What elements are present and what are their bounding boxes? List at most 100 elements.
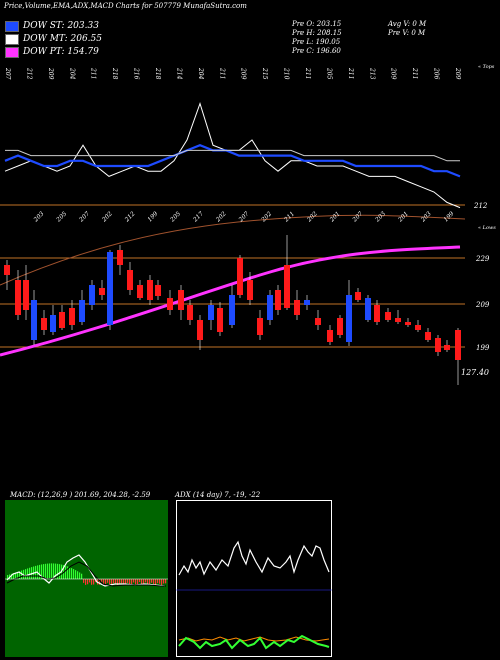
candle-body — [385, 312, 391, 320]
macd-hist-bar — [65, 565, 67, 579]
candle-body — [435, 338, 441, 352]
macd-hist-bar — [47, 563, 49, 579]
candle-body — [117, 250, 123, 265]
candle-body — [395, 318, 401, 322]
ema-lines — [4, 102, 461, 209]
bottom-label: 205 — [168, 210, 182, 224]
legend-swatch-pt — [5, 46, 19, 58]
macd-line — [6, 554, 166, 587]
level-label-229: 229 — [475, 255, 490, 263]
adx-plus-di — [178, 634, 330, 650]
top-labels: 207 212 209 204 211 218 216 218 214 204 211 209 215 2… — [4, 67, 461, 80]
macd-hist-bar — [85, 579, 87, 585]
top-label: 209 — [47, 67, 54, 80]
candle-body — [107, 252, 113, 325]
macd-hist-bar — [71, 568, 73, 579]
bottom-labels: 203 205 207 202 212 199 205 217 202 207 202 211 202 2… — [32, 210, 456, 224]
top-label: 211 — [304, 67, 311, 79]
candle-body — [294, 300, 300, 315]
macd-hist-bar — [127, 579, 129, 583]
macd-hist-bar — [101, 579, 103, 583]
top-label: 211 — [411, 67, 418, 79]
top-label: 209 — [390, 67, 397, 80]
legend-dow-st: DOW ST: 203.33 — [5, 20, 99, 32]
bottom-label: 203 — [419, 210, 433, 224]
macd-hist-bar — [149, 579, 151, 585]
candle-body — [15, 280, 21, 315]
candle-body — [127, 270, 133, 290]
candle-body — [31, 300, 37, 340]
legend-label-st: DOW ST: 203.33 — [23, 21, 99, 31]
macd-hist-bar — [119, 579, 121, 584]
candle-body — [405, 322, 411, 325]
macd-hist-bar — [57, 563, 59, 579]
macd-hist-bar — [107, 579, 109, 583]
candle-body — [197, 320, 203, 340]
candle-body — [284, 265, 290, 308]
bottom-label: 203 — [32, 210, 46, 224]
macd-hist-bar — [87, 579, 89, 585]
top-label: 214 — [175, 67, 182, 80]
macd-hist-bar — [159, 579, 161, 584]
macd-hist-bar — [15, 572, 17, 579]
top-label: 209 — [240, 67, 247, 80]
top-label: 204 — [68, 67, 75, 80]
bottom-label: 199 — [442, 210, 455, 223]
macd-hist-bar — [161, 579, 163, 585]
ohlc-high: Pre H: 208.15 — [292, 29, 342, 37]
candle-body — [208, 305, 214, 320]
candle-body — [415, 325, 421, 330]
macd-hist-bar — [45, 563, 47, 579]
bottom-label: 201 — [328, 210, 342, 224]
candle-body — [187, 305, 193, 320]
bottom-label: 207 — [351, 210, 365, 224]
macd-hist-bar — [29, 567, 31, 579]
long-term-curve — [0, 214, 466, 286]
macd-hist-bar — [93, 579, 95, 585]
top-label: 215 — [261, 67, 268, 80]
macd-hist-bar — [79, 572, 81, 579]
macd-hist-bar — [73, 569, 75, 579]
candle-body — [275, 290, 281, 310]
macd-hist-bar — [21, 570, 23, 579]
candle-body — [229, 295, 235, 325]
bottom-label: 207 — [77, 210, 91, 224]
macd-hist-bar — [89, 579, 91, 583]
candle-body — [455, 330, 461, 360]
macd-hist-bar — [27, 568, 29, 579]
adx-line — [178, 540, 330, 576]
top-label: 218 — [154, 67, 161, 80]
macd-hist-bar — [141, 579, 143, 585]
bottom-label: 203 — [373, 210, 387, 224]
bottom-label: 202 — [214, 210, 228, 224]
top-label: 218 — [111, 67, 118, 80]
bottom-label: 202 — [100, 210, 114, 224]
candle-body — [267, 295, 273, 320]
adx-chart — [176, 500, 332, 657]
candle-body — [327, 330, 333, 342]
candle-body — [337, 318, 343, 335]
signal-line — [6, 561, 166, 587]
candle-body — [79, 300, 85, 322]
legend-swatch-mt — [5, 33, 19, 45]
candle-body — [425, 332, 431, 340]
macd-hist-bar — [153, 579, 155, 585]
candle-body — [346, 295, 352, 342]
macd-hist-bar — [13, 573, 15, 579]
macd-histogram — [7, 563, 167, 585]
candle-body — [59, 312, 65, 328]
top-label: 213 — [368, 67, 375, 80]
macd-hist-bar — [59, 564, 61, 579]
macd-hist-bar — [31, 567, 33, 579]
level-label-209: 209 — [475, 301, 490, 309]
macd-hist-bar — [81, 573, 83, 579]
candle-body — [4, 265, 10, 275]
macd-hist-bar — [17, 571, 19, 579]
ohlc-open: Pre O: 203.15 — [292, 20, 342, 28]
candle-body — [365, 298, 371, 320]
pre-volume: Pre V: 0 M — [388, 29, 426, 37]
macd-hist-bar — [103, 579, 105, 585]
macd-hist-bar — [131, 579, 133, 585]
top-label: 204 — [197, 67, 204, 80]
candle-body — [137, 285, 143, 298]
